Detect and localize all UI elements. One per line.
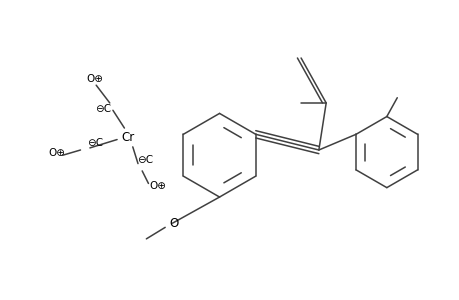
Text: O⊕: O⊕ <box>48 148 65 158</box>
Text: O: O <box>168 217 178 230</box>
Text: O⊕: O⊕ <box>149 181 166 190</box>
Text: Cr: Cr <box>121 131 134 144</box>
Text: O⊕: O⊕ <box>86 74 103 84</box>
Text: ⊖C: ⊖C <box>87 138 103 148</box>
Text: ⊖C: ⊖C <box>95 104 112 114</box>
Text: ⊖C: ⊖C <box>137 155 153 166</box>
